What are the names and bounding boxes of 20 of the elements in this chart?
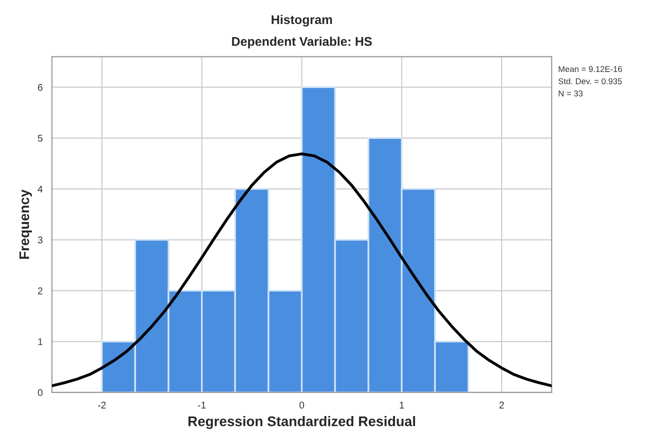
line-series (52, 152, 552, 388)
text: Mean = 9.12E-16 (558, 66, 622, 72)
y-tick-label: 4 (38, 186, 43, 192)
y-tick-label: 3 (38, 236, 42, 244)
x-axis-title: Regression Standardized Residual (188, 416, 416, 430)
x-tick-label: -2 (98, 402, 106, 408)
y-tick-label: 5 (38, 134, 42, 142)
chart-title: Histogram (272, 14, 332, 27)
x-tick-label: 0 (299, 402, 304, 409)
y-tick-label: 2 (38, 287, 42, 294)
text: N = 33 (558, 90, 583, 96)
text: Std. Dev. = 0.935 (558, 78, 622, 84)
y-axis-title: Frequency (19, 189, 32, 259)
x-tick-label: -1 (198, 402, 206, 408)
y-tick-label: 6 (38, 84, 42, 91)
chart-subtitle: Dependent Variable: HS (232, 36, 372, 48)
y-tick-label: 0 (38, 389, 43, 396)
x-tick-label: 1 (400, 402, 404, 408)
y-tick-label: 1 (38, 338, 42, 346)
x-tick-label: 2 (499, 402, 504, 408)
